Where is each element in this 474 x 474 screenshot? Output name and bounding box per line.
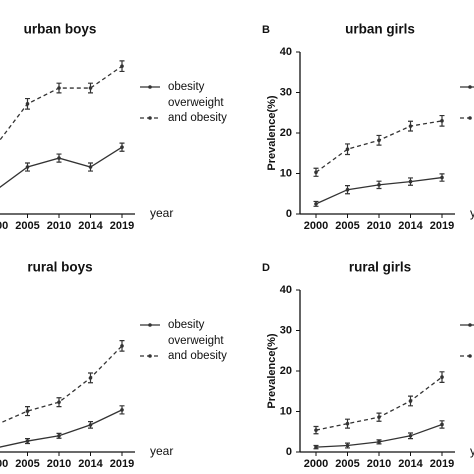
point xyxy=(314,428,318,432)
point xyxy=(25,409,30,413)
point xyxy=(408,434,413,438)
x-tick-label: 2000 xyxy=(304,458,328,470)
point xyxy=(408,124,413,128)
x-tick-label: 2014 xyxy=(398,458,423,470)
point xyxy=(88,86,93,90)
y-tick-label: 10 xyxy=(280,405,292,417)
x-tick-label: 2014 xyxy=(78,220,103,232)
point xyxy=(440,422,444,427)
point xyxy=(377,415,381,419)
x-tick-label: 2010 xyxy=(367,220,391,232)
x-tick-label: 2019 xyxy=(110,220,134,232)
y-tick-label: 30 xyxy=(280,324,292,336)
point xyxy=(88,376,93,380)
x-tick-label: 2010 xyxy=(47,220,71,232)
point xyxy=(345,147,350,151)
y-tick-label: 40 xyxy=(280,284,292,296)
x-tick-label: 2000 xyxy=(304,220,328,232)
chart-title: urban girls xyxy=(345,22,415,37)
x-tick-label: 2019 xyxy=(430,458,454,470)
x-tick-label: 2014 xyxy=(398,220,423,232)
x-tick-label: 2010 xyxy=(47,458,71,470)
series-line xyxy=(0,65,123,141)
y-axis-label: Prevalence(%) xyxy=(266,333,278,409)
x-tick-label: 2005 xyxy=(15,458,39,470)
point xyxy=(314,170,318,175)
x-tick-label: 2000 xyxy=(0,220,8,232)
x-tick-label: 2005 xyxy=(335,220,359,232)
point xyxy=(88,423,93,427)
x-axis-label: year xyxy=(470,444,474,458)
x-tick-label: 2019 xyxy=(110,458,134,470)
x-tick-label: 2000 xyxy=(0,458,8,470)
panel-label: D xyxy=(262,262,270,274)
point xyxy=(408,399,413,403)
point xyxy=(440,375,444,379)
point xyxy=(57,156,61,160)
y-tick-label: 30 xyxy=(280,86,292,98)
point xyxy=(25,102,30,106)
legend-label: obesity xyxy=(168,80,205,93)
point xyxy=(377,138,381,143)
series-line xyxy=(315,120,443,173)
legend-marker xyxy=(468,354,472,358)
x-axis-label: year xyxy=(470,206,474,220)
x-tick-label: 2019 xyxy=(430,220,454,232)
y-tick-label: 20 xyxy=(280,127,292,139)
y-tick-label: 0 xyxy=(286,446,292,458)
legend-marker xyxy=(468,323,472,327)
point xyxy=(120,344,124,348)
legend-marker xyxy=(148,354,152,358)
point xyxy=(314,202,318,206)
point xyxy=(377,183,381,187)
point xyxy=(120,145,124,149)
point xyxy=(57,86,61,90)
x-axis-label: year xyxy=(150,444,173,458)
legend-label: overweight and obesity xyxy=(168,334,227,362)
legend-marker xyxy=(148,85,152,89)
legend-marker xyxy=(148,323,152,327)
point xyxy=(345,443,350,448)
y-tick-label: 20 xyxy=(280,365,292,377)
point xyxy=(408,179,413,184)
chart-title: rural boys xyxy=(27,260,92,275)
point xyxy=(440,119,444,123)
point xyxy=(440,175,444,180)
point xyxy=(120,408,124,412)
point xyxy=(25,165,30,169)
point xyxy=(25,439,30,443)
y-tick-label: 0 xyxy=(286,208,292,220)
point xyxy=(377,440,381,444)
point xyxy=(345,187,350,192)
x-axis-label: year xyxy=(150,206,173,220)
legend-label: obesity xyxy=(168,318,205,331)
series-line xyxy=(315,376,443,431)
point xyxy=(345,421,350,426)
point xyxy=(57,400,61,404)
chart-title: urban boys xyxy=(24,22,97,37)
x-tick-label: 2005 xyxy=(335,458,359,470)
chart-title: rural girls xyxy=(349,260,411,275)
y-tick-label: 40 xyxy=(280,46,292,58)
y-axis-label: Prevalence(%) xyxy=(266,95,278,171)
x-tick-label: 2010 xyxy=(367,458,391,470)
series-line xyxy=(0,345,123,424)
legend-marker xyxy=(468,85,472,89)
point xyxy=(57,434,61,438)
x-tick-label: 2005 xyxy=(15,220,39,232)
point xyxy=(314,445,318,449)
legend-label: overweight and obesity xyxy=(168,96,227,124)
legend-marker xyxy=(468,116,472,120)
x-tick-label: 2014 xyxy=(78,458,103,470)
legend-marker xyxy=(148,116,152,120)
panel-label: B xyxy=(262,24,270,36)
point xyxy=(88,165,93,169)
point xyxy=(120,64,124,68)
y-tick-label: 10 xyxy=(280,167,292,179)
